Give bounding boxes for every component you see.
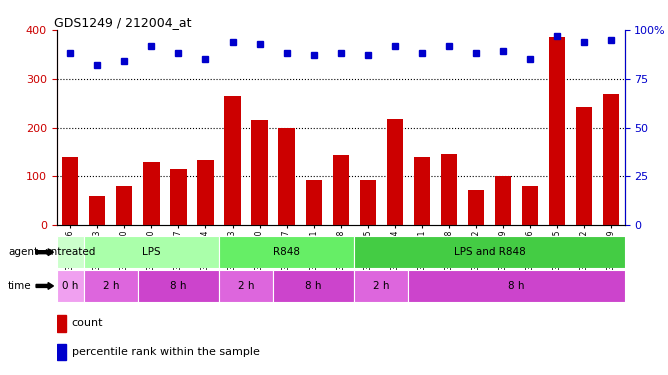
Bar [57, 315, 65, 332]
Bar [549, 38, 565, 225]
Bar [495, 176, 511, 225]
Text: percentile rank within the sample: percentile rank within the sample [71, 347, 260, 357]
Bar [576, 106, 592, 225]
Bar [224, 96, 240, 225]
Text: time: time [8, 281, 31, 291]
Text: GDS1249 / 212004_at: GDS1249 / 212004_at [54, 16, 192, 29]
Bar [413, 157, 430, 225]
Bar [90, 196, 106, 225]
Bar [144, 162, 160, 225]
Bar [251, 120, 268, 225]
Bar [219, 236, 354, 268]
Text: 8 h: 8 h [305, 281, 322, 291]
Bar [387, 119, 403, 225]
Text: R848: R848 [273, 247, 300, 257]
Bar [333, 155, 349, 225]
Bar [354, 270, 408, 302]
Bar [468, 190, 484, 225]
Bar [408, 270, 625, 302]
Bar [57, 236, 84, 268]
Text: untreated: untreated [45, 247, 96, 257]
Text: 8 h: 8 h [170, 281, 186, 291]
Text: agent: agent [8, 247, 38, 257]
Text: 2 h: 2 h [373, 281, 389, 291]
Bar [197, 160, 214, 225]
Bar [359, 180, 376, 225]
Bar [522, 186, 538, 225]
Bar [441, 154, 457, 225]
Bar [170, 169, 186, 225]
Text: 2 h: 2 h [238, 281, 255, 291]
Bar [84, 236, 219, 268]
Bar [57, 344, 65, 360]
Text: LPS: LPS [142, 247, 161, 257]
Text: LPS and R848: LPS and R848 [454, 247, 525, 257]
Bar [354, 236, 625, 268]
Bar [84, 270, 138, 302]
Bar [219, 270, 273, 302]
Bar [138, 270, 219, 302]
Text: 0 h: 0 h [62, 281, 78, 291]
Bar [116, 186, 132, 225]
Bar [273, 270, 354, 302]
Text: count: count [71, 318, 104, 328]
Bar [279, 129, 295, 225]
Bar [57, 270, 84, 302]
Text: 2 h: 2 h [103, 281, 119, 291]
Bar [62, 157, 78, 225]
Text: 8 h: 8 h [508, 281, 524, 291]
Bar [603, 94, 619, 225]
Bar [305, 180, 322, 225]
